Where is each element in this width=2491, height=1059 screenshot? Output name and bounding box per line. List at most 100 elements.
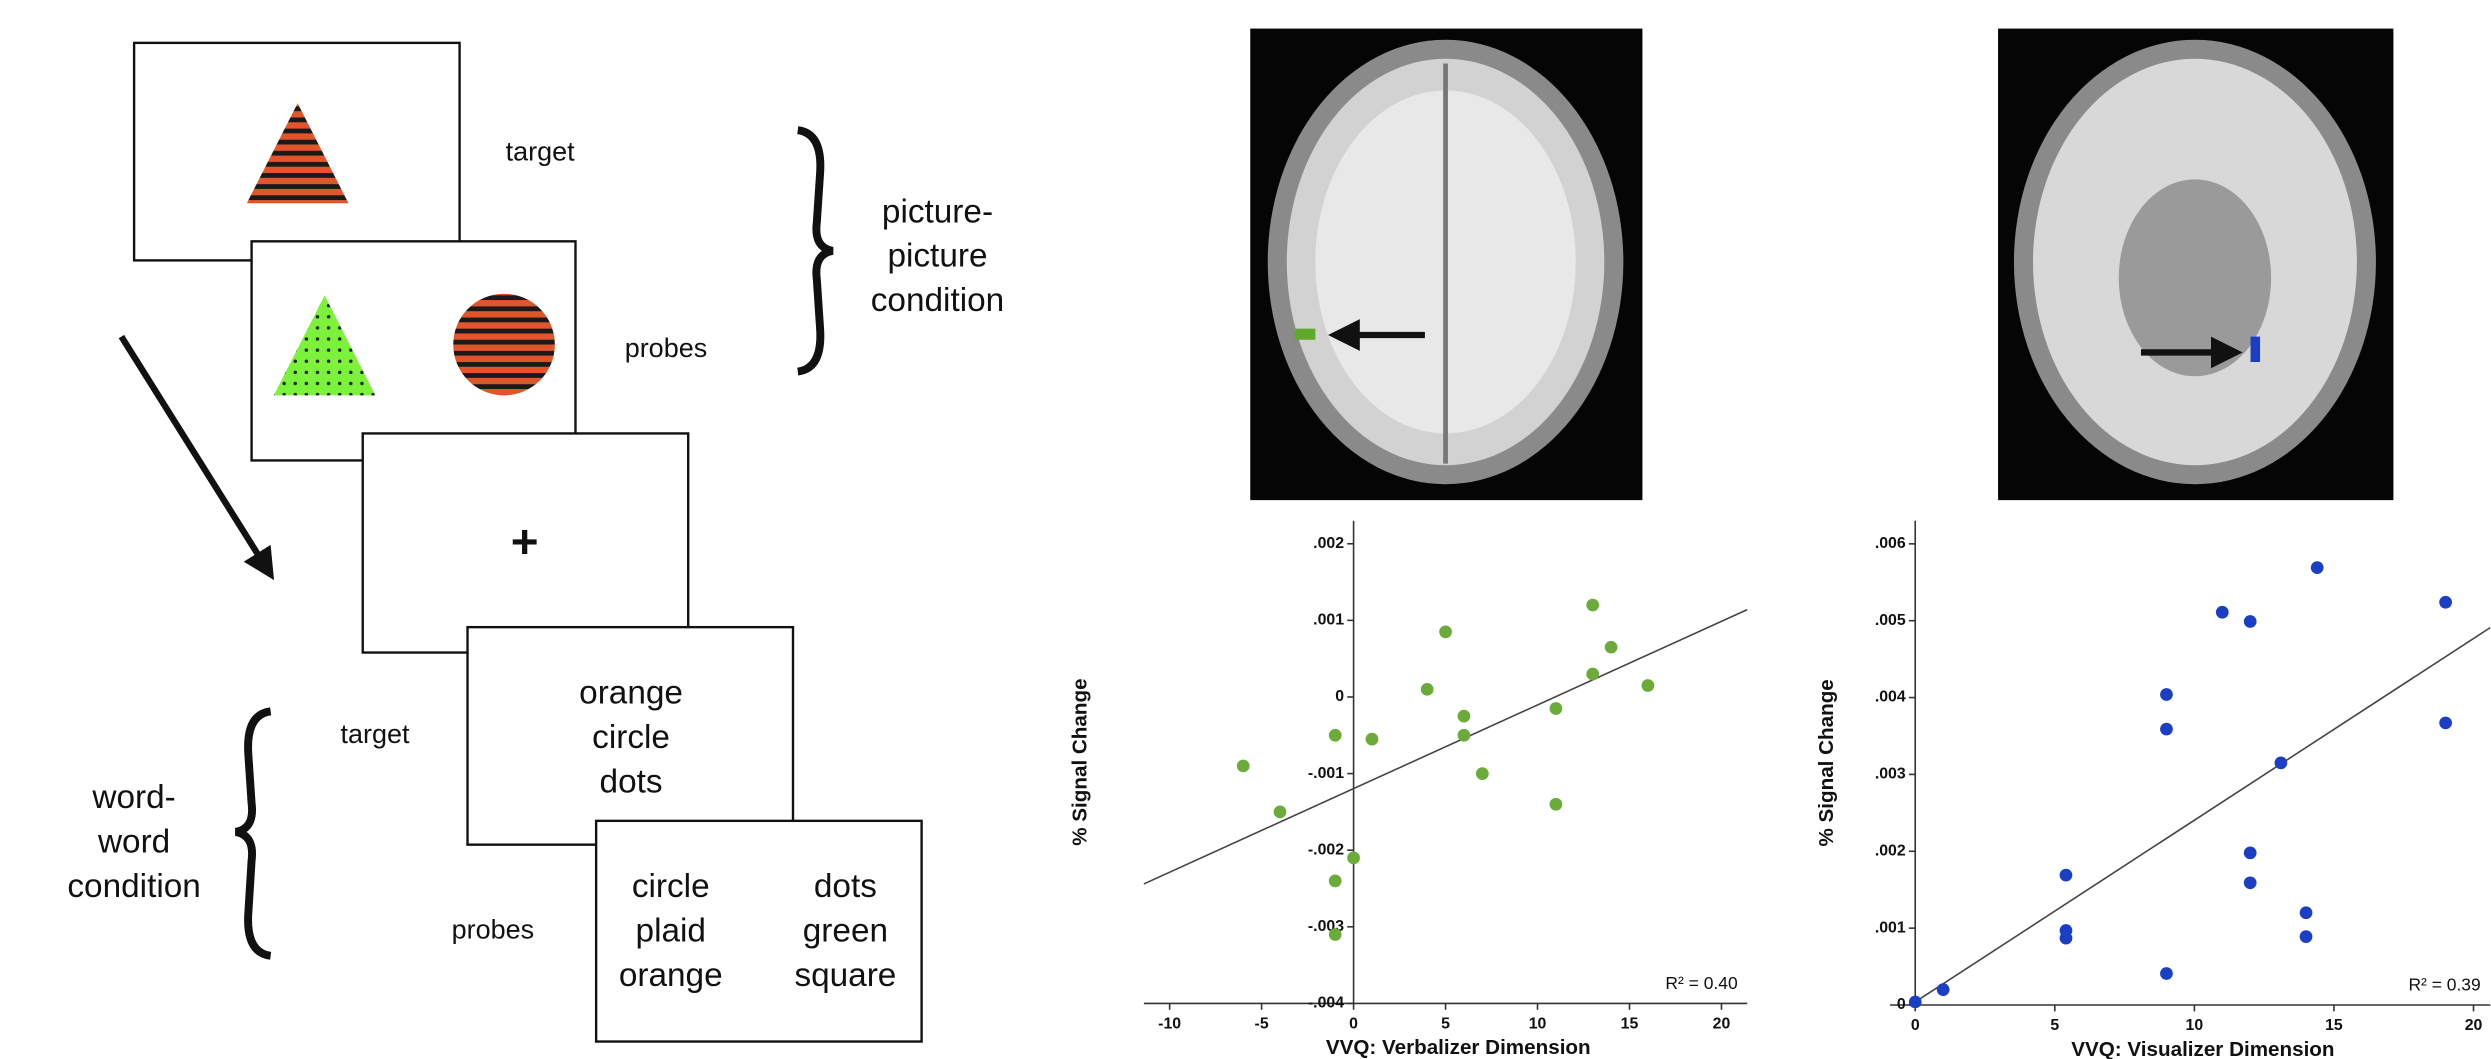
condition: condition xyxy=(871,282,1004,319)
point xyxy=(1365,732,1379,746)
y-axis-label: % Signal Change xyxy=(1815,679,1838,846)
word: square xyxy=(794,957,896,994)
point xyxy=(1641,679,1655,692)
x-axis-label: VVQ: Visualizer Dimension xyxy=(2071,1038,2334,1059)
point xyxy=(1236,759,1250,773)
annotation: R² = 0.39 xyxy=(2408,975,2480,995)
fixation: + xyxy=(511,515,539,568)
y-tick-label: .001 xyxy=(1875,919,1906,936)
word: circle xyxy=(632,868,710,905)
task-diagram: + orange circle dots circle plaid orange… xyxy=(67,41,1004,1043)
x-tick-label: 5 xyxy=(2050,1017,2059,1034)
x-tick-label: 0 xyxy=(1911,1017,1920,1034)
point xyxy=(2310,561,2324,575)
x-tick-label: -5 xyxy=(1255,1015,1269,1032)
point xyxy=(2243,615,2257,628)
word: orange xyxy=(579,674,683,711)
y-tick-label: .006 xyxy=(1875,535,1906,552)
frame xyxy=(466,625,795,846)
point xyxy=(1457,709,1471,723)
fit-line xyxy=(1143,608,1748,885)
condition: word xyxy=(97,824,170,861)
y-tick-label: .001 xyxy=(1313,612,1344,629)
target-shape xyxy=(246,103,349,204)
point xyxy=(2299,930,2313,943)
point xyxy=(2160,967,2173,980)
brain-image xyxy=(1998,28,2394,501)
point xyxy=(1457,728,1471,742)
point xyxy=(1586,667,1600,681)
point xyxy=(1586,598,1600,612)
label: target xyxy=(341,719,411,749)
y-tick-label: .002 xyxy=(1313,535,1344,552)
condition: picture xyxy=(887,238,987,275)
point xyxy=(2059,931,2073,945)
point xyxy=(1328,928,1342,941)
x-axis-label: VVQ: Verbalizer Dimension xyxy=(1326,1036,1591,1059)
label: probes xyxy=(625,333,708,363)
probe-shape xyxy=(273,295,376,396)
point xyxy=(1347,851,1360,865)
point xyxy=(1549,797,1563,811)
point xyxy=(1936,983,1950,996)
x-tick-label: -10 xyxy=(1158,1015,1181,1032)
point xyxy=(1328,728,1342,742)
brain-image xyxy=(1250,28,1643,501)
x-tick-label: 10 xyxy=(1529,1015,1547,1032)
point xyxy=(2160,688,2173,701)
point xyxy=(2215,605,2229,619)
x-tick-label: 20 xyxy=(1713,1015,1731,1032)
y-tick-label: .002 xyxy=(1875,842,1906,859)
condition: condition xyxy=(67,868,200,905)
brace xyxy=(796,126,834,376)
condition: picture- xyxy=(882,193,993,230)
point xyxy=(2439,716,2452,730)
x-tick-label: 15 xyxy=(1621,1015,1639,1032)
point xyxy=(2059,868,2073,882)
x-tick-label: 15 xyxy=(2325,1017,2343,1034)
point xyxy=(1328,874,1342,888)
point xyxy=(2439,595,2452,609)
probe-shape xyxy=(453,293,555,396)
point xyxy=(1475,767,1489,780)
time-arrow xyxy=(118,334,275,581)
x-tick-label: 10 xyxy=(2186,1017,2204,1034)
y-tick-label: -.002 xyxy=(1308,841,1344,858)
frame xyxy=(361,432,690,654)
condition: word- xyxy=(91,779,175,816)
y-axis-label: % Signal Change xyxy=(1069,678,1092,845)
label: target xyxy=(506,136,576,166)
point xyxy=(1273,805,1287,819)
point xyxy=(2274,756,2288,770)
point xyxy=(1908,995,1922,1009)
word: orange xyxy=(619,957,723,994)
point xyxy=(1604,640,1618,654)
point xyxy=(1549,702,1563,715)
word: dots xyxy=(600,763,663,800)
y-tick-label: .004 xyxy=(1875,689,1906,706)
y-tick-label: .003 xyxy=(1875,766,1906,783)
y-tick-label: .005 xyxy=(1875,612,1906,629)
point xyxy=(2243,876,2257,890)
word: plaid xyxy=(636,913,706,950)
y-tick-label: 0 xyxy=(1897,996,1906,1013)
point xyxy=(2243,846,2257,860)
point xyxy=(1420,682,1434,696)
annotation: R² = 0.40 xyxy=(1665,973,1738,993)
y-tick-label: -.004 xyxy=(1308,995,1344,1012)
point xyxy=(2299,906,2313,920)
brace xyxy=(234,707,272,960)
frame xyxy=(594,819,923,1043)
x-tick-label: 5 xyxy=(1441,1015,1450,1032)
x-tick-label: 0 xyxy=(1349,1015,1358,1032)
word: green xyxy=(803,913,888,950)
point xyxy=(2160,722,2173,736)
point xyxy=(1439,625,1452,639)
fit-line xyxy=(1914,626,2491,1003)
y-tick-label: -.001 xyxy=(1308,765,1344,782)
x-tick-label: 20 xyxy=(2465,1017,2483,1034)
y-tick-label: 0 xyxy=(1335,688,1344,705)
word: circle xyxy=(592,719,670,756)
label: probes xyxy=(452,914,535,944)
